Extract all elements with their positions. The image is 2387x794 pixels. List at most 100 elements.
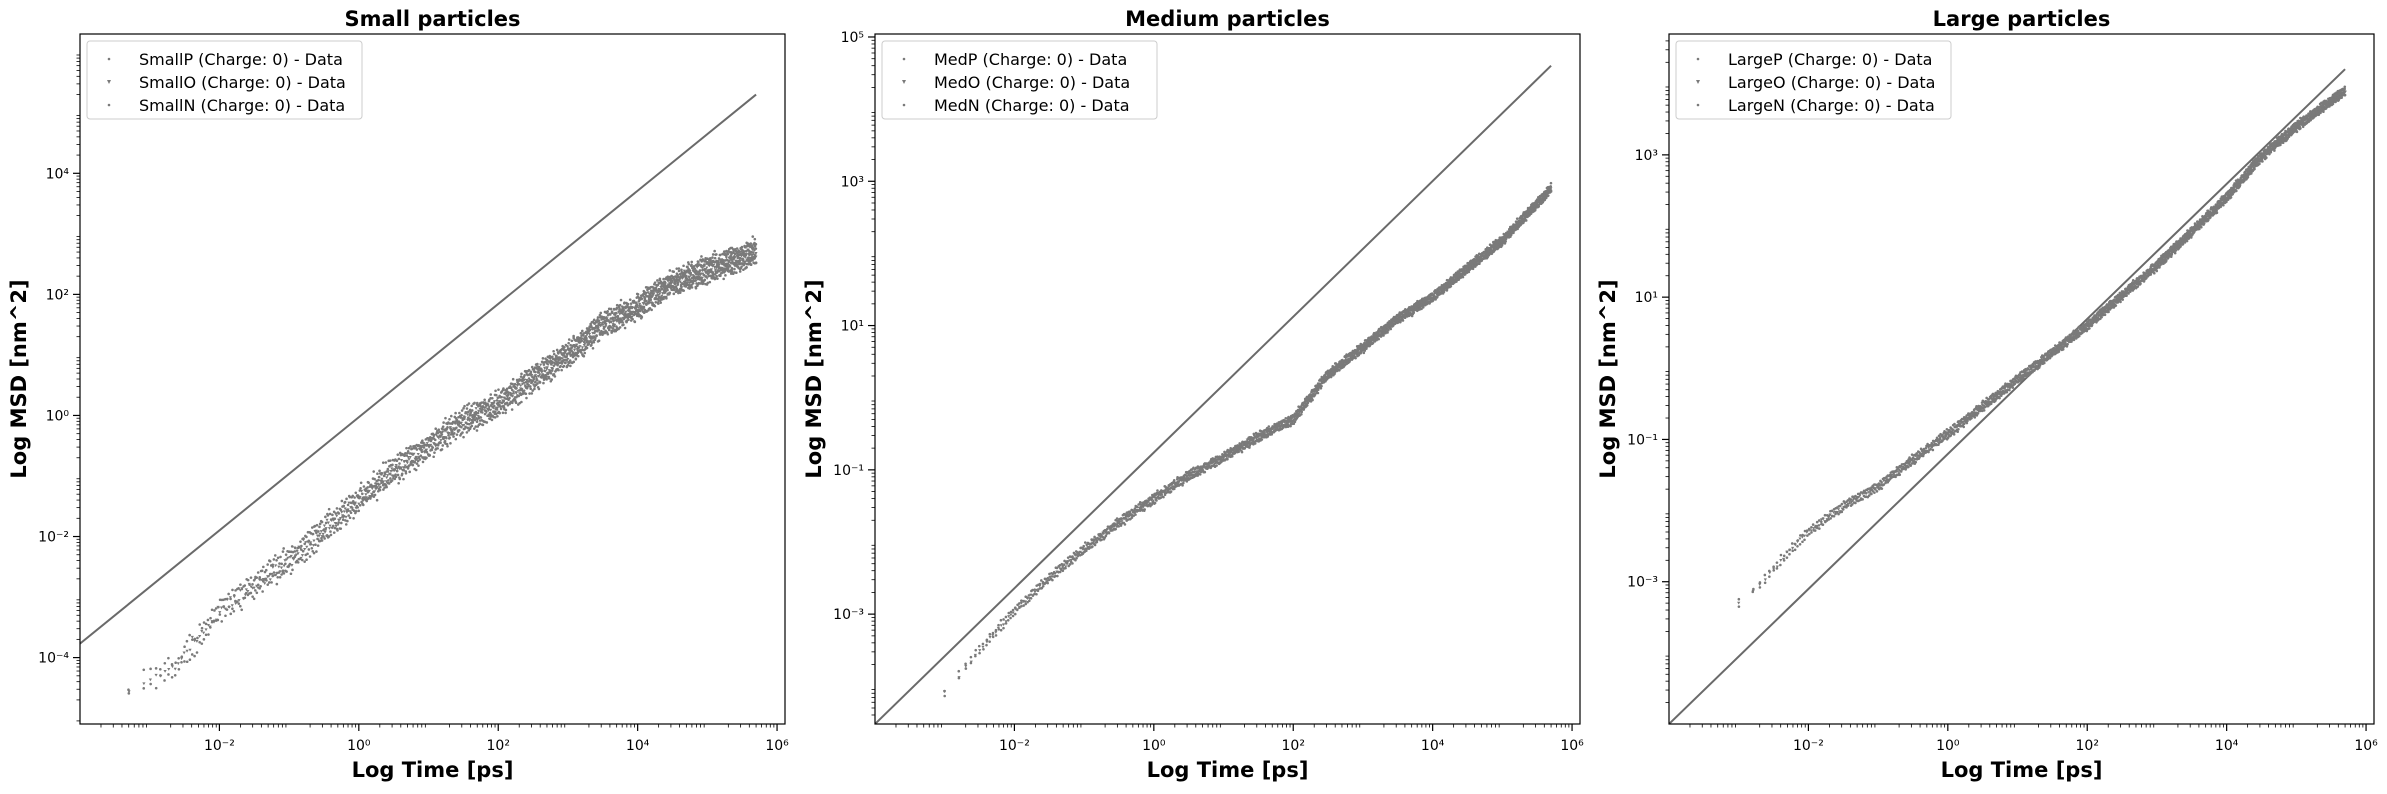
data-point [507,393,510,396]
data-point [302,550,305,553]
data-point [703,264,706,267]
data-point [188,634,191,637]
data-point [271,564,274,567]
data-point [330,534,333,537]
data-point [345,523,348,526]
data-point [487,407,490,410]
data-point [275,559,278,562]
data-point [1113,522,1116,525]
data-point [434,427,437,430]
data-point [1005,616,1008,619]
data-point [679,291,682,294]
data-point [1002,618,1005,621]
data-point [163,679,166,682]
data-point [471,425,474,428]
data-point [525,393,528,396]
data-point [520,401,523,404]
data-point [1002,623,1005,626]
data-point [449,427,452,430]
data-point [491,397,494,400]
data-point [417,464,420,467]
data-point [385,486,388,489]
data-point [167,657,170,660]
data-point [389,459,392,462]
data-point [240,608,243,611]
data-point [1162,496,1165,499]
data-point [536,382,539,385]
series-1-points [128,253,758,695]
data-point [555,358,558,361]
data-point [344,501,347,504]
data-point [749,242,752,245]
data-point [290,564,293,567]
data-point [266,563,269,566]
data-point [644,291,647,294]
data-point [610,308,613,311]
data-point [1106,528,1109,531]
data-point [617,315,620,318]
data-point [1462,276,1465,279]
data-point [691,286,694,289]
data-point [689,269,692,272]
data-point [334,517,337,520]
data-point [719,254,722,257]
data-point [266,583,269,586]
data-point [615,312,618,315]
data-point [477,412,480,415]
data-point [378,470,381,473]
data-point [964,663,967,666]
data-point [239,605,242,608]
data-point [1018,602,1021,605]
data-point [627,303,630,306]
data-point [982,643,985,646]
data-point [525,381,528,384]
data-point [313,552,316,555]
data-point [988,640,991,643]
data-point [1181,484,1184,487]
data-point [263,582,266,585]
data-point [608,320,611,323]
x-tick-label: 10⁴ [626,738,650,754]
data-point [466,431,469,434]
data-point [205,623,208,626]
data-point [363,485,366,488]
data-point [574,358,577,361]
data-point [1362,352,1365,355]
data-point [1261,438,1264,441]
data-point [557,352,560,355]
data-point [274,564,277,567]
data-point [340,509,343,512]
data-point [373,478,376,481]
data-point [622,323,625,326]
data-point [550,378,553,381]
data-point [538,388,541,391]
data-point [598,339,601,342]
data-point [697,261,700,264]
data-point [700,255,703,258]
data-point [586,347,589,350]
data-point [498,412,501,415]
data-point [323,524,326,527]
data-point [736,257,739,260]
data-point [1022,604,1025,607]
data-point [231,589,234,592]
data-point [1088,542,1091,545]
data-point [974,649,977,652]
data-point [731,267,734,270]
data-point [301,554,304,557]
data-point [409,452,412,455]
data-point [453,432,456,435]
data-point [247,579,250,582]
y-tick-label: 10⁻¹ [833,463,864,479]
data-point [183,652,186,655]
data-point [637,293,640,296]
data-point [608,329,611,332]
data-point [677,281,680,284]
data-point [407,450,410,453]
data-point [654,305,657,308]
data-point [324,516,327,519]
data-point [460,414,463,417]
data-point [672,293,675,296]
data-point [575,344,578,347]
